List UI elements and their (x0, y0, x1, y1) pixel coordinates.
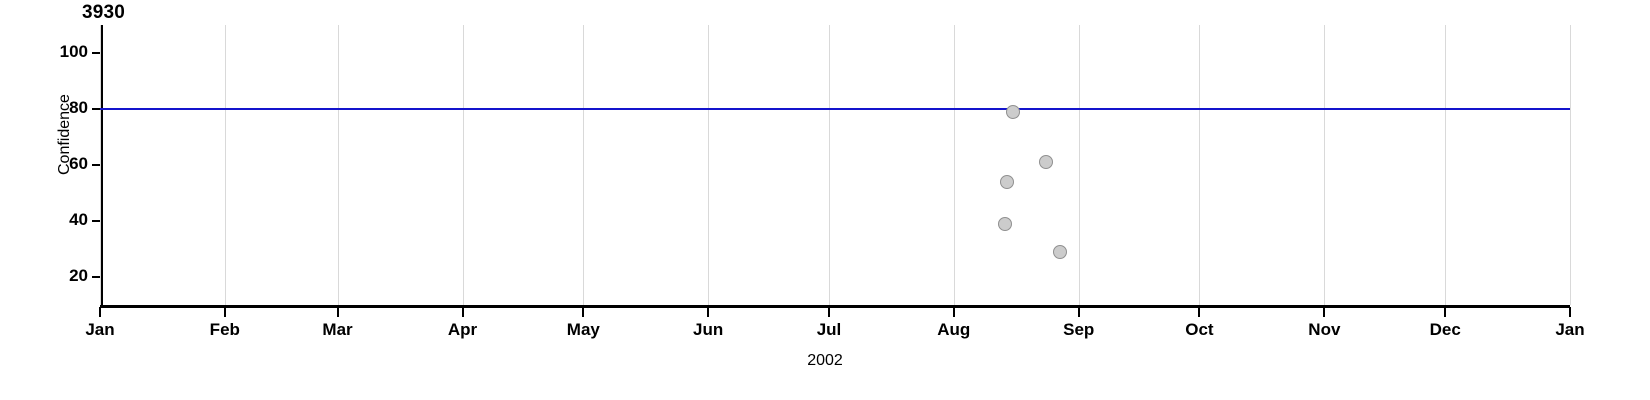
y-tick-mark (92, 108, 101, 110)
x-tick-label: Dec (1429, 320, 1461, 339)
chart-title: 3930 (82, 2, 126, 23)
y-axis-spine (100, 25, 103, 307)
x-tick-mark (336, 307, 339, 317)
data-point[interactable] (1053, 244, 1068, 259)
data-point[interactable] (1038, 155, 1053, 170)
gridline-vertical (708, 25, 710, 305)
x-tick-mark (223, 307, 226, 317)
x-tick-label: May (566, 320, 600, 339)
x-tick-label: Jun (693, 320, 724, 339)
gridline-vertical (1570, 25, 1571, 305)
plot-area: Confidence (56, 25, 1571, 305)
x-tick-label: Jul (816, 320, 842, 339)
y-tick-mark (92, 276, 101, 278)
reference-line-confidence-threshold (100, 108, 1570, 110)
x-axis-spine (100, 305, 1570, 308)
x-axis-title: 2002 (807, 352, 843, 369)
data-point[interactable] (1000, 174, 1015, 189)
x-tick-label: Jan (1555, 320, 1585, 339)
x-tick-label: Mar (322, 320, 353, 339)
x-tick-label: Sep (1063, 320, 1095, 339)
y-tick-label: 100 (59, 42, 88, 61)
x-tick-mark (827, 307, 830, 317)
x-tick-label: Oct (1185, 320, 1214, 339)
x-tick-label: Feb (209, 320, 240, 339)
x-tick-mark (461, 307, 464, 317)
gridline-vertical (583, 25, 585, 305)
gridline-vertical (1078, 25, 1080, 305)
y-tick-mark (92, 220, 101, 222)
x-tick-label: Apr (447, 320, 478, 339)
x-tick-mark (1444, 307, 1447, 317)
data-point[interactable] (1006, 104, 1021, 119)
x-tick-label: Jan (85, 320, 115, 339)
gridline-vertical (1324, 25, 1326, 305)
x-tick-label: Aug (937, 320, 971, 339)
gridline-vertical (100, 25, 101, 305)
gridline-vertical (462, 25, 464, 305)
gridline-vertical (828, 25, 830, 305)
x-tick-mark (99, 307, 101, 317)
y-tick-label: 40 (69, 210, 88, 229)
y-tick-mark (92, 52, 101, 54)
x-tick-mark (1198, 307, 1201, 317)
y-axis-title: Confidence (56, 94, 73, 175)
x-tick-mark (952, 307, 955, 317)
x-tick-label: Nov (1308, 320, 1341, 339)
gridline-vertical (337, 25, 339, 305)
gridline-vertical (953, 25, 955, 305)
gridline-vertical (1445, 25, 1447, 305)
x-tick-mark (1077, 307, 1080, 317)
y-tick-mark (92, 164, 101, 166)
gridline-vertical (1199, 25, 1201, 305)
x-tick-mark (1569, 307, 1571, 317)
x-tick-mark (582, 307, 585, 317)
x-tick-mark (1323, 307, 1326, 317)
y-tick-label: 80 (69, 98, 88, 117)
y-tick-label: 60 (69, 154, 88, 173)
data-point[interactable] (998, 216, 1013, 231)
x-tick-mark (707, 307, 710, 317)
gridline-vertical (224, 25, 226, 305)
y-tick-label: 20 (69, 266, 88, 285)
